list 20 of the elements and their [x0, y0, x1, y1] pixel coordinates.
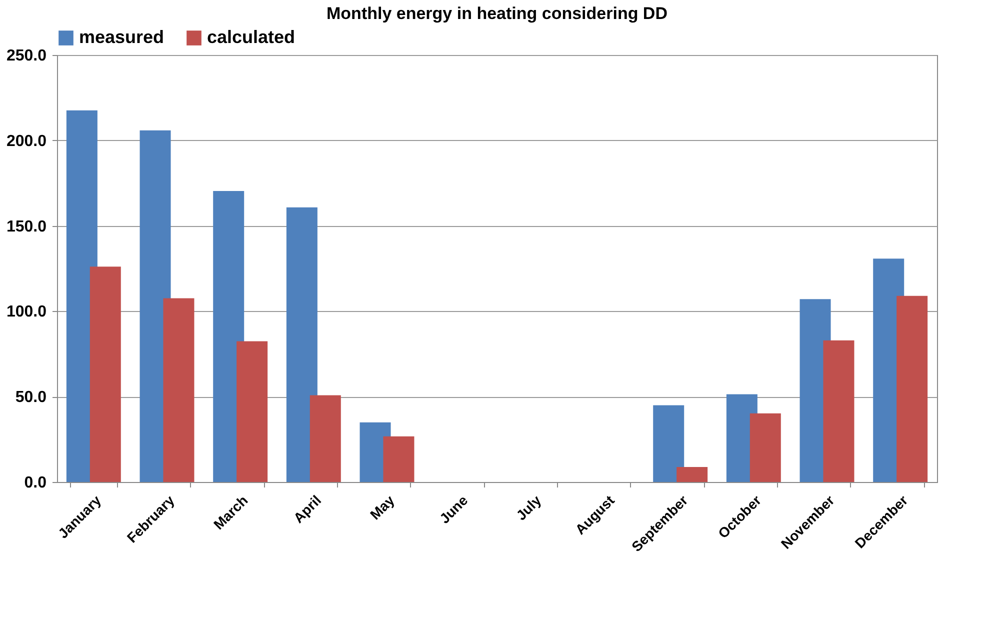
legend-label: calculated — [207, 27, 296, 47]
bar — [286, 207, 318, 482]
bar — [163, 298, 194, 482]
chart-title: Monthly energy in heating considering DD — [326, 4, 668, 23]
legend-label: measured — [79, 27, 164, 47]
bar — [383, 436, 414, 482]
y-tick-label: 100.0 — [6, 304, 47, 321]
bar — [823, 340, 854, 482]
bar — [90, 266, 121, 482]
bar — [676, 466, 708, 482]
bar — [653, 405, 684, 482]
bar — [896, 296, 928, 482]
bar — [236, 341, 268, 482]
bar — [750, 413, 781, 482]
y-tick-label: 200.0 — [6, 132, 47, 150]
y-tick-label: 0.0 — [24, 474, 47, 492]
y-tick-label: 250.0 — [6, 48, 47, 64]
y-tick-label: 50.0 — [15, 389, 47, 406]
y-tick-label: 150.0 — [6, 218, 47, 236]
bar — [310, 395, 341, 482]
